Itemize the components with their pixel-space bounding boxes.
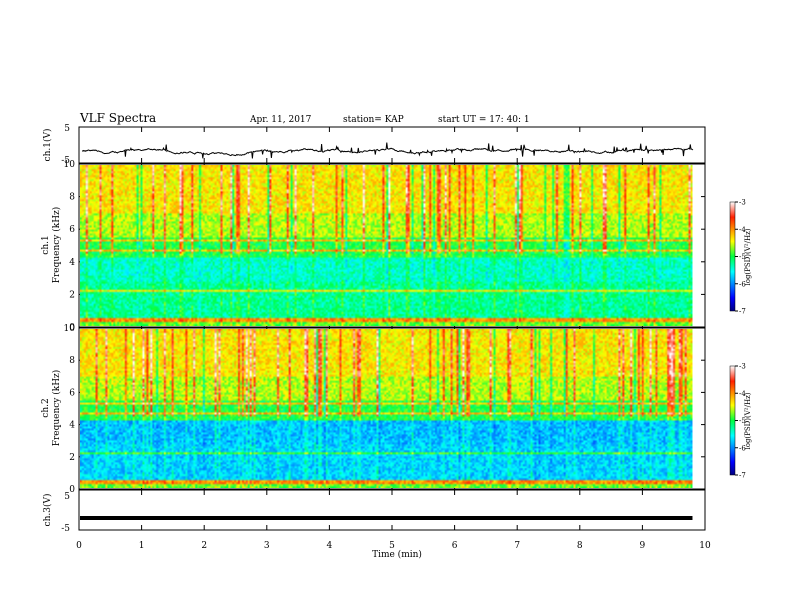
ch2-spec-ylabel-freq: Frequency (kHz) xyxy=(51,370,62,447)
ch2-spec-ytick-5: 10 xyxy=(64,324,76,334)
ch1-spec-frame xyxy=(78,163,706,328)
ch3-ytick-top: 5 xyxy=(64,492,70,502)
ch1-colorbar-tick-0: -3 xyxy=(739,199,746,207)
ch1-colorbar-ticks: -3 -4 -5 -6 -7 xyxy=(735,199,746,316)
ch1-spec-ylabel-freq: Frequency (kHz) xyxy=(51,207,62,284)
ch2-spec-ytick-4: 8 xyxy=(69,356,75,366)
ch2-colorbar-tick-3: -6 xyxy=(739,444,746,452)
ch1-colorbar-tick-1: -4 xyxy=(739,226,746,234)
ch1-spec-ytick-0: 0 xyxy=(69,323,75,333)
ch3-ylabel: ch.3(V) xyxy=(42,494,53,527)
ch2-colorbar-ticks: -3 -4 -5 -6 -7 xyxy=(735,363,746,480)
x-tick-label-9: 9 xyxy=(640,541,646,551)
figure-title: VLF Spectra xyxy=(79,111,156,125)
x-tick-label-6: 6 xyxy=(452,541,458,551)
ch1-spectrogram-image xyxy=(80,165,693,326)
ch1-colorbar-tick-4: -7 xyxy=(739,308,746,316)
ch2-colorbar-label: log(PSD)(V²/Hz) xyxy=(744,392,752,449)
ch2-spec-ytick-1: 2 xyxy=(69,453,75,463)
x-tick-label-4: 4 xyxy=(327,541,333,551)
ch3-frame xyxy=(78,489,706,531)
ch2-colorbar-gradient xyxy=(729,365,736,476)
x-tick-label-8: 8 xyxy=(577,541,583,551)
x-tick-label-0: 0 xyxy=(76,541,82,551)
ch1-ylabel: ch.1(V) xyxy=(42,129,53,162)
ch1-spec-ytick-5: 10 xyxy=(64,160,76,170)
ch1-colorbar-tick-2: -5 xyxy=(739,253,746,261)
ch2-colorbar-tick-2: -5 xyxy=(739,417,746,425)
ch2-spec-ytick-3: 6 xyxy=(69,388,75,398)
ch1-ytick-top: 5 xyxy=(64,124,70,134)
header-start-time: start UT = 17: 40: 1 xyxy=(438,115,530,125)
ch1-colorbar-tick-3: -6 xyxy=(739,280,746,288)
x-tick-label-2: 2 xyxy=(201,541,207,551)
ch2-spec-ylabel-channel: ch.2 xyxy=(41,398,51,417)
x-tick-label-10: 10 xyxy=(699,541,711,551)
ch1-ytick-bottom: -5 xyxy=(61,156,70,166)
ch1-spec-ytick-1: 2 xyxy=(69,290,75,300)
ch2-spec-ytick-2: 4 xyxy=(69,421,75,431)
ch1-spec-ytick-4: 8 xyxy=(69,193,75,203)
ch3-ytick-bottom: -5 xyxy=(61,524,70,534)
ch2-colorbar: -3 -4 -5 -6 -7 log(PSD)(V²/Hz) xyxy=(729,363,752,480)
ch1-colorbar-label: log(PSD)(V²/Hz) xyxy=(744,228,752,285)
x-tick-label-3: 3 xyxy=(264,541,270,551)
ch1-spec-ytick-3: 6 xyxy=(69,225,75,235)
x-tick-label-5: 5 xyxy=(389,541,395,551)
ch2-spec-ytick-0: 0 xyxy=(69,485,75,495)
ch1-colorbar-gradient xyxy=(729,201,736,312)
x-axis-label: Time (min) xyxy=(372,549,422,560)
ch2-colorbar-tick-4: -7 xyxy=(739,472,746,480)
x-tick-label-7: 7 xyxy=(514,541,520,551)
ch1-colorbar: -3 -4 -5 -6 -7 log(PSD)(V²/Hz) xyxy=(729,199,752,316)
header-date: Apr. 11, 2017 xyxy=(249,115,312,125)
ch1-spec-ytick-2: 4 xyxy=(69,258,75,268)
ch2-spec-frame xyxy=(78,327,706,490)
ch2-colorbar-tick-0: -3 xyxy=(739,363,746,371)
ch1-spec-ylabel-channel: ch.1 xyxy=(41,235,51,254)
ch2-spectrogram-image xyxy=(80,329,693,488)
header-station: station= KAP xyxy=(343,115,404,125)
ch2-colorbar-tick-1: -4 xyxy=(739,390,746,398)
ch1-trace xyxy=(82,142,694,159)
x-tick-label-1: 1 xyxy=(139,541,145,551)
ch1-frame xyxy=(78,126,706,164)
